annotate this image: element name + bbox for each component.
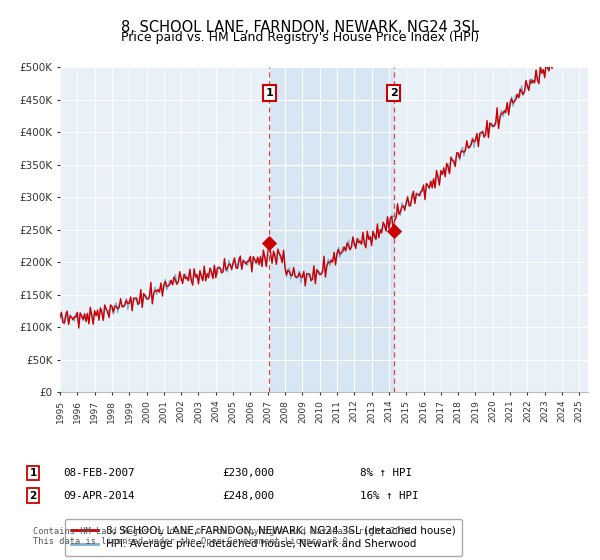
Point: [389, 226, 398, 235]
Legend: 8, SCHOOL LANE, FARNDON, NEWARK, NG24 3SL (detached house), HPI: Average price, : 8, SCHOOL LANE, FARNDON, NEWARK, NG24 3S…: [65, 519, 462, 556]
Text: 2: 2: [390, 88, 398, 98]
Text: 09-APR-2014: 09-APR-2014: [63, 491, 134, 501]
Text: £248,000: £248,000: [222, 491, 274, 501]
Point: [265, 238, 274, 247]
Text: 08-FEB-2007: 08-FEB-2007: [63, 468, 134, 478]
Text: 1: 1: [266, 88, 274, 98]
Text: 8, SCHOOL LANE, FARNDON, NEWARK, NG24 3SL: 8, SCHOOL LANE, FARNDON, NEWARK, NG24 3S…: [121, 20, 479, 35]
Text: Contains HM Land Registry data © Crown copyright and database right 2024.
This d: Contains HM Land Registry data © Crown c…: [33, 526, 416, 546]
Text: 8% ↑ HPI: 8% ↑ HPI: [360, 468, 412, 478]
Text: 1: 1: [29, 468, 37, 478]
Text: Price paid vs. HM Land Registry's House Price Index (HPI): Price paid vs. HM Land Registry's House …: [121, 31, 479, 44]
Text: 16% ↑ HPI: 16% ↑ HPI: [360, 491, 419, 501]
Text: 2: 2: [29, 491, 37, 501]
Text: £230,000: £230,000: [222, 468, 274, 478]
